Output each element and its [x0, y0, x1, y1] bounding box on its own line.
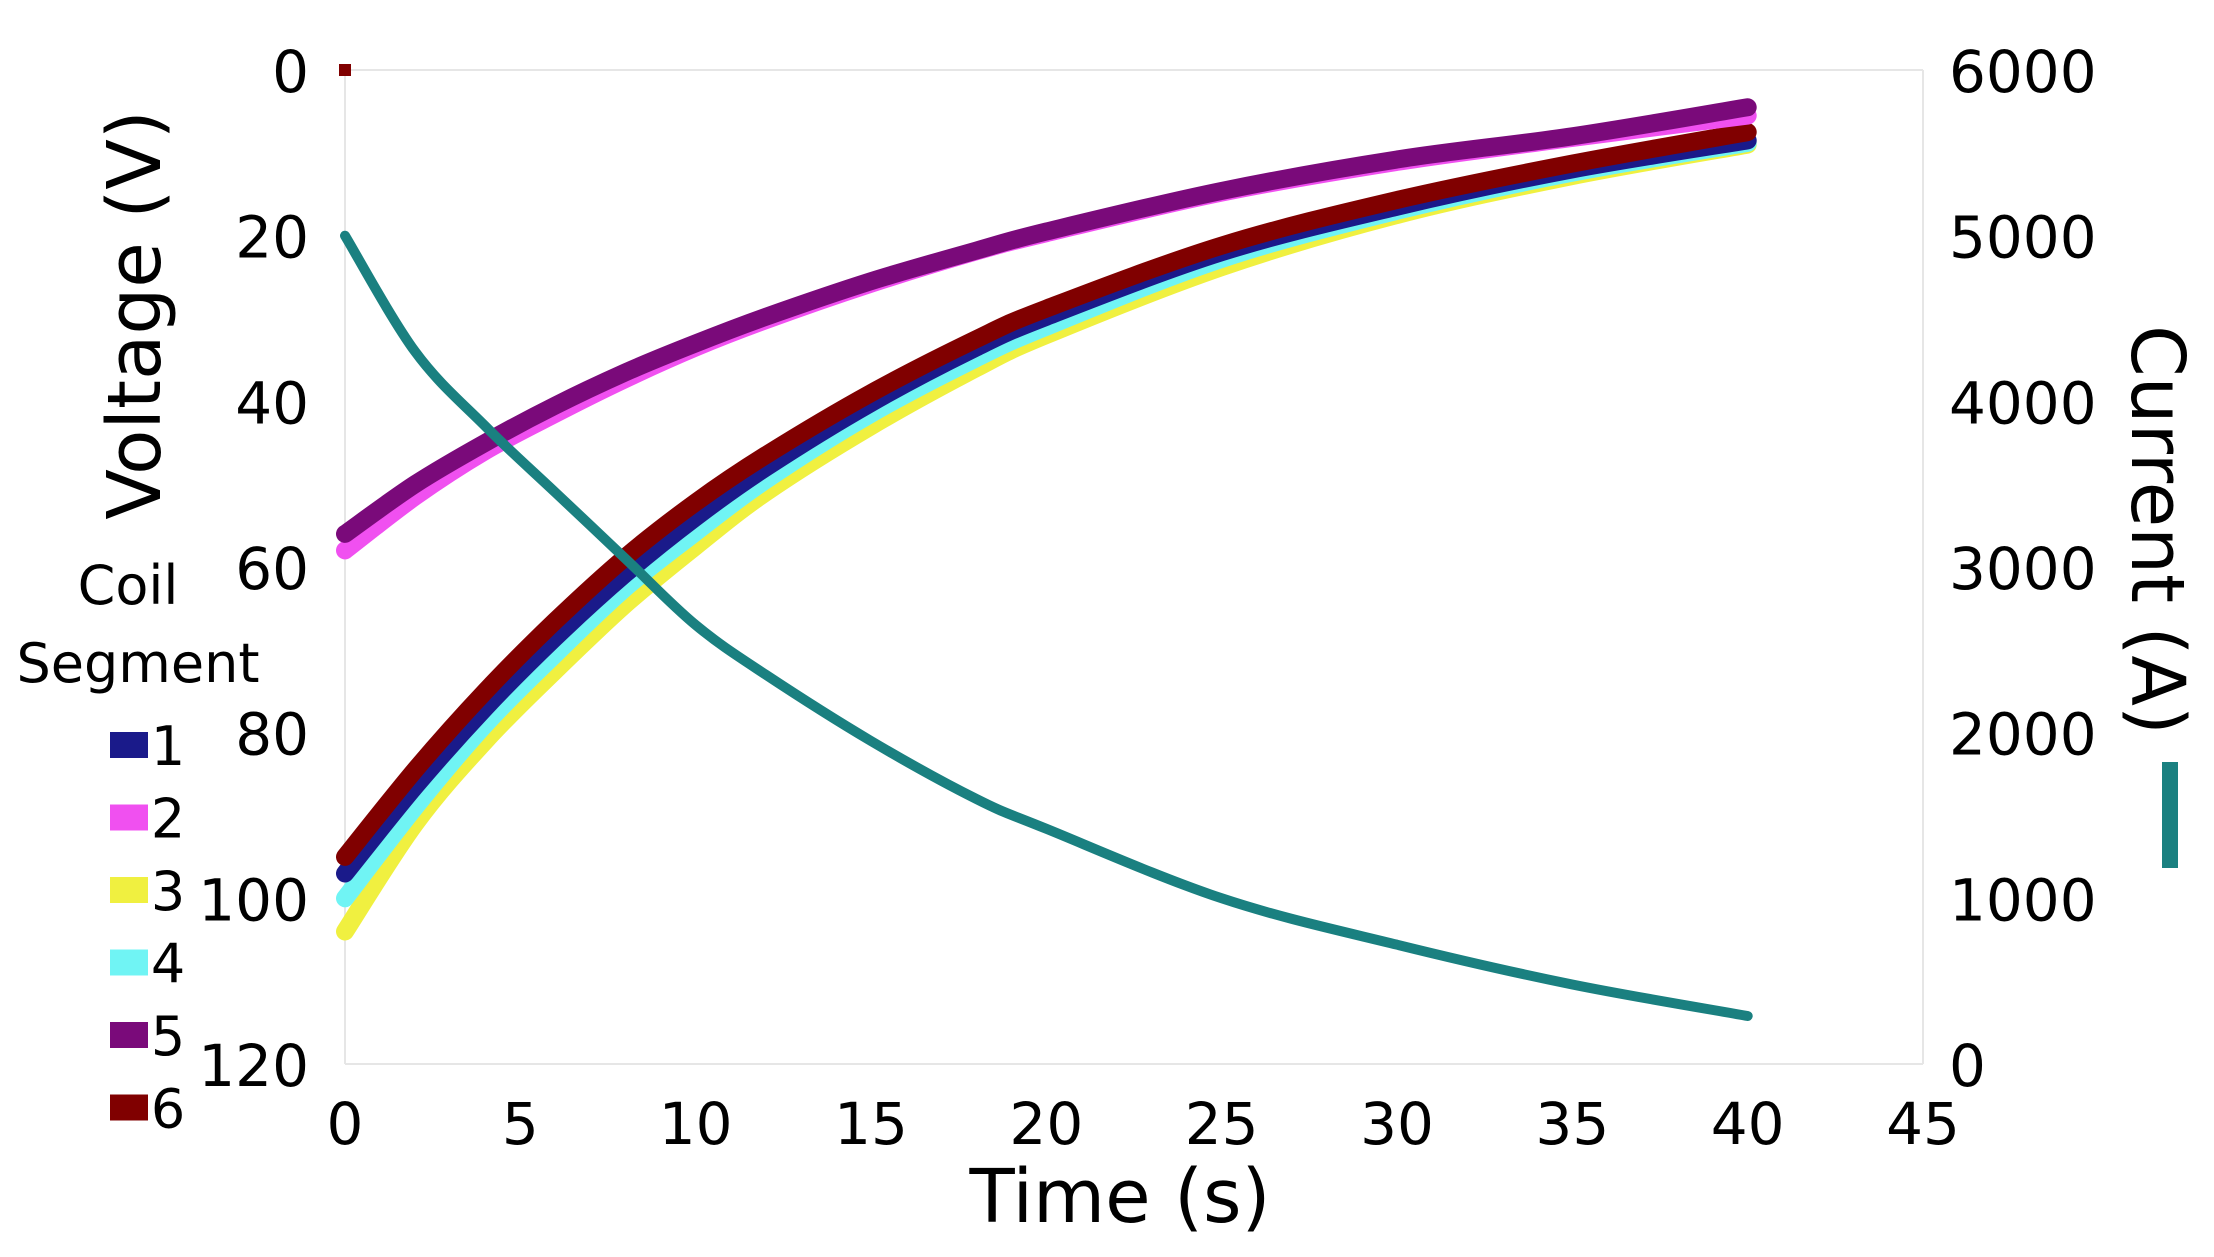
- y-right-tick-label: 3000: [1949, 535, 2097, 603]
- legend-label-3: 3: [151, 860, 185, 923]
- x-tick-label: 5: [502, 1090, 539, 1158]
- y-left-tick-label: 60: [235, 535, 309, 603]
- legend-items: 1 2 3 4 5 6: [110, 715, 185, 1141]
- x-tick-label: 25: [1185, 1090, 1259, 1158]
- x-axis-ticks: 0 5 10 15 20 25 30 35 40 45: [327, 1090, 1960, 1158]
- x-tick-label: 10: [659, 1090, 733, 1158]
- x-tick-label: 20: [1009, 1090, 1083, 1158]
- series-coil-4-line: [336, 133, 1757, 908]
- legend-label-4: 4: [151, 933, 185, 996]
- y-right-tick-label: 6000: [1949, 38, 2097, 106]
- legend-title-line2: Segment: [17, 632, 260, 695]
- x-tick-label: 40: [1711, 1090, 1785, 1158]
- y-right-axis-title: Current (A): [2114, 325, 2200, 735]
- y-right-tick-label: 2000: [1949, 701, 2097, 769]
- series-coil-3-line: [336, 135, 1757, 941]
- y-left-tick-label: 0: [272, 38, 309, 106]
- y-left-tick-label: 40: [235, 369, 309, 437]
- legend-title-line1: Coil: [78, 554, 179, 617]
- x-tick-label: 30: [1360, 1090, 1434, 1158]
- x-tick-label: 0: [327, 1090, 364, 1158]
- y-left-tick-label: 100: [198, 866, 309, 934]
- y-left-axis-ticks: 0 20 40 60 80 100 120: [198, 38, 309, 1100]
- y-right-tick-label: 4000: [1949, 369, 2097, 437]
- x-axis-title: Time (s): [969, 1154, 1271, 1240]
- legend-label-5: 5: [151, 1005, 185, 1068]
- x-tick-label: 15: [834, 1090, 908, 1158]
- legend-swatch-3: [110, 877, 148, 903]
- legend-label-2: 2: [151, 788, 185, 851]
- series-coil-6-line: [336, 123, 1757, 866]
- series-layer: [336, 64, 1757, 1021]
- legend-label-6: 6: [151, 1078, 185, 1141]
- y-left-tick-label: 120: [198, 1032, 309, 1100]
- y-left-tick-label: 80: [235, 701, 309, 769]
- legend-swatch-2: [110, 804, 148, 831]
- y-right-tick-label: 0: [1949, 1032, 1986, 1100]
- legend-label-1: 1: [151, 715, 185, 778]
- legend-swatch-1: [110, 732, 148, 758]
- legend: Coil Segment 1 2 3 4 5 6: [17, 554, 260, 1141]
- x-tick-label: 35: [1535, 1090, 1609, 1158]
- y-right-axis-ticks: 0 1000 2000 3000 4000 5000 6000: [1949, 38, 2097, 1100]
- y-right-tick-label: 5000: [1949, 204, 2097, 272]
- legend-swatch-6: [110, 1094, 148, 1121]
- series-coil-1-line: [336, 131, 1757, 883]
- y-left-axis-title: Voltage (V): [92, 110, 178, 519]
- x-tick-label: 45: [1886, 1090, 1960, 1158]
- series-coil-5-line: [336, 98, 1757, 543]
- origin-marker: [339, 64, 351, 76]
- legend-swatch-4: [110, 949, 148, 976]
- y-right-tick-label: 1000: [1949, 866, 2097, 934]
- y-left-tick-label: 20: [235, 204, 309, 272]
- legend-swatch-5: [110, 1022, 148, 1048]
- series-current-line: [340, 230, 1753, 1021]
